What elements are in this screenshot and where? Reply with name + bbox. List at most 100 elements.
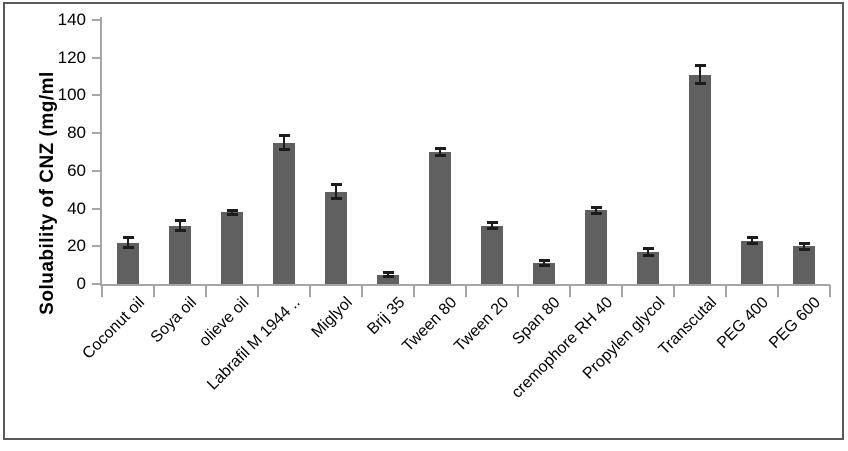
x-axis-tick: [517, 285, 519, 297]
error-bar-cap-top: [746, 235, 758, 239]
y-axis-tick: [92, 132, 102, 135]
error-bar-cap-bottom: [694, 82, 706, 86]
error-bar-cap-bottom: [174, 229, 186, 233]
x-axis-tick: [309, 285, 311, 297]
error-bar-cap-bottom: [486, 227, 498, 231]
error-bar-line: [335, 184, 337, 200]
bar: [637, 251, 659, 284]
x-axis-tick: [101, 285, 103, 297]
error-bar-cap-top: [122, 235, 134, 239]
error-bar-line: [647, 248, 649, 256]
x-category-label: Labrafil M 1944 ..: [204, 294, 305, 394]
y-axis-tick: [92, 207, 102, 210]
error-bar-cap-bottom: [642, 253, 654, 257]
error-bar-cap-top: [694, 64, 706, 68]
y-axis-tick: [92, 56, 102, 59]
bar: [689, 74, 711, 284]
x-axis-tick: [153, 285, 155, 297]
error-bar-line: [283, 135, 285, 151]
x-category-label: Coconut oil: [79, 294, 149, 363]
y-axis-tick: [92, 19, 102, 21]
error-bar-line: [751, 236, 753, 245]
x-axis-tick: [777, 285, 779, 297]
bar: [325, 191, 347, 284]
bar: [117, 242, 139, 284]
x-axis-tick: [257, 285, 259, 297]
y-axis-tick: [92, 283, 102, 285]
error-bar-line: [491, 221, 493, 230]
y-tick-label: 120: [57, 47, 86, 67]
x-category-label: Tween 80: [398, 294, 461, 356]
error-bar-cap-top: [226, 208, 238, 212]
x-category-label: Miglyol: [308, 294, 357, 342]
error-bar-cap-bottom: [538, 264, 550, 268]
x-axis-tick: [621, 285, 623, 297]
error-bar-cap-bottom: [746, 242, 758, 246]
bar: [793, 246, 815, 284]
y-tick-label: 0: [76, 274, 86, 293]
x-category-label: Tween 20: [450, 294, 513, 356]
x-category-label: Span 80: [509, 294, 565, 349]
bar: [585, 210, 607, 284]
error-bar-cap-bottom: [226, 213, 238, 217]
bar: [533, 263, 555, 284]
x-category-label: PEG 600: [766, 294, 825, 352]
error-bar-cap-bottom: [590, 212, 602, 216]
error-bar-line: [179, 219, 181, 232]
y-axis-tick: [92, 169, 102, 172]
x-category-label: Brij 35: [363, 294, 409, 339]
error-bar-line: [699, 65, 701, 85]
bar: [273, 142, 295, 284]
y-tick-label: 20: [67, 236, 86, 256]
x-axis-tick: [569, 285, 571, 297]
y-axis-tick: [92, 94, 102, 97]
bar: [741, 240, 763, 284]
x-axis-tick: [205, 285, 207, 297]
x-axis-tick: [829, 285, 831, 297]
y-tick-label: 100: [57, 85, 86, 105]
x-category-label: PEG 400: [714, 294, 773, 352]
x-axis-tick: [361, 285, 363, 297]
error-bar-line: [387, 271, 389, 278]
x-category-label: cremophore RH 40: [508, 294, 617, 402]
error-bar-cap-top: [330, 183, 342, 187]
error-bar-line: [543, 260, 545, 267]
y-tick-label: 40: [67, 198, 86, 218]
error-bar-cap-bottom: [122, 246, 134, 250]
error-bar-cap-top: [382, 270, 394, 274]
error-bar-cap-top: [278, 134, 290, 138]
y-tick-label: 140: [57, 10, 86, 29]
error-bar-cap-top: [538, 259, 550, 263]
x-axis-tick: [413, 285, 415, 297]
y-axis-line: [100, 17, 102, 286]
x-axis-tick: [465, 285, 467, 297]
error-bar-cap-top: [434, 147, 446, 151]
error-bar-line: [803, 242, 805, 251]
error-bar-cap-top: [174, 218, 186, 222]
x-axis-tick: [725, 285, 727, 297]
error-bar-cap-top: [590, 205, 602, 209]
bar: [377, 274, 399, 284]
x-axis-tick: [673, 285, 675, 297]
y-tick-label: 80: [67, 123, 86, 143]
bar: [429, 152, 451, 284]
bar: [221, 212, 243, 284]
error-bar-line: [595, 206, 597, 215]
y-tick-label: 60: [67, 160, 86, 180]
chart-outer-border: [3, 2, 844, 440]
error-bar-cap-top: [486, 220, 498, 224]
y-axis-tick: [92, 245, 102, 248]
error-bar-line: [127, 236, 129, 249]
bar: [481, 225, 503, 284]
error-bar-cap-top: [798, 241, 810, 245]
bar: [169, 225, 191, 284]
error-bar-line: [231, 209, 233, 216]
error-bar-cap-bottom: [434, 153, 446, 157]
error-bar-cap-top: [642, 247, 654, 251]
error-bar-cap-bottom: [330, 197, 342, 201]
error-bar-cap-bottom: [382, 275, 394, 279]
error-bar-cap-bottom: [798, 248, 810, 252]
error-bar-cap-bottom: [278, 148, 290, 152]
